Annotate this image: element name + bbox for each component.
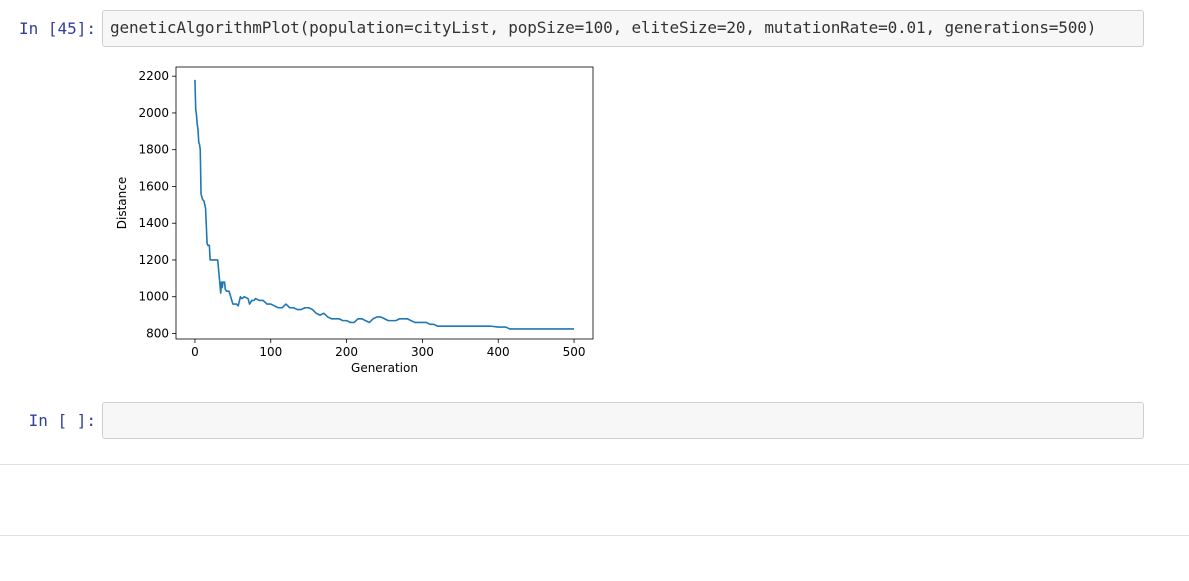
code-text: geneticAlgorithmPlot(population=cityList… xyxy=(110,18,1097,37)
divider-line xyxy=(0,464,1189,465)
code-cell-input[interactable]: geneticAlgorithmPlot(population=cityList… xyxy=(102,10,1144,47)
line-chart: 0 100 200 300 400 500 800 1000 1200 1400 1600 1800 2… xyxy=(115,66,594,375)
y-tick-label: 1400 xyxy=(138,216,169,230)
x-axis-label: Generation xyxy=(351,361,418,375)
distance-series-line xyxy=(194,79,575,330)
y-axis-label: Distance xyxy=(115,177,129,229)
y-tick-label: 2200 xyxy=(138,69,169,83)
x-tick-label: 100 xyxy=(259,345,282,359)
x-tick-label: 500 xyxy=(563,345,586,359)
y-tick-label: 2000 xyxy=(138,106,169,120)
y-tick-label: 1800 xyxy=(138,143,169,157)
y-tick-label: 800 xyxy=(146,326,169,340)
x-tick-label: 0 xyxy=(191,345,199,359)
empty-code-cell-input[interactable] xyxy=(102,402,1144,439)
y-tick-label: 1200 xyxy=(138,253,169,267)
x-tick-label: 300 xyxy=(411,345,434,359)
x-tick-label: 200 xyxy=(335,345,358,359)
y-tick-label: 1600 xyxy=(138,179,169,193)
cell-prompt-empty: In [ ]: xyxy=(28,411,96,430)
y-tick-label: 1000 xyxy=(138,290,169,304)
plot-frame xyxy=(175,66,594,340)
divider-line-bottom xyxy=(0,535,1189,536)
x-tick-label: 400 xyxy=(487,345,510,359)
cell-prompt: In [45]: xyxy=(18,19,96,38)
cell-output: 0 100 200 300 400 500 800 1000 1200 1400 1600 1800 2… xyxy=(102,58,602,388)
